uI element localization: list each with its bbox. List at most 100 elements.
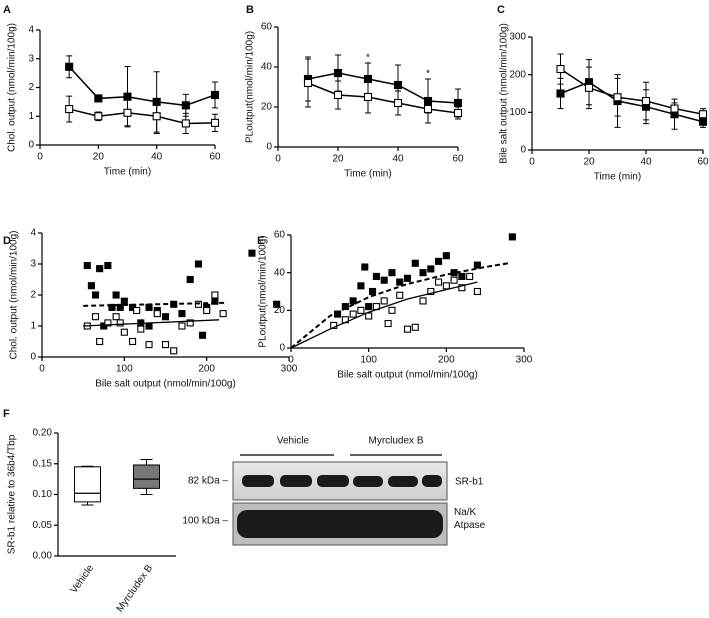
y-tick-label: 0.05: [33, 520, 53, 531]
x-tick-label: 300: [516, 355, 533, 366]
protein-label-box: Na/K Atpase: [454, 507, 485, 531]
x-tick-label: 40: [151, 152, 163, 163]
marker: [96, 337, 104, 346]
x-tick-label: 60: [452, 154, 464, 165]
x-tick-label: 0: [288, 355, 294, 366]
marker-label: 100 kDa –: [182, 516, 228, 527]
bands: [237, 475, 443, 538]
marker: [363, 74, 373, 84]
marker: [419, 297, 427, 305]
marker: [396, 291, 404, 299]
series-line: [560, 68, 704, 115]
marker: [104, 319, 112, 327]
marker: [393, 98, 403, 108]
y-tick-label: 4: [30, 228, 36, 239]
y-tick-label: 0: [30, 352, 36, 363]
annotation: *: [366, 53, 370, 64]
marker: [199, 331, 207, 339]
marker: [453, 108, 463, 118]
marker: [365, 303, 373, 311]
marker: [104, 261, 112, 270]
y-tick-label: 0.10: [33, 489, 53, 500]
marker: [450, 276, 458, 284]
marker: [333, 90, 343, 100]
marker: [330, 321, 338, 329]
band: [237, 510, 443, 538]
y-axis-label: PLoutput(nmol/min/100g): [258, 235, 269, 347]
marker: [210, 90, 220, 100]
marker: [613, 93, 622, 102]
marker: [248, 249, 256, 257]
marker: [137, 325, 145, 333]
marker: [133, 306, 141, 315]
marker: [123, 108, 132, 117]
panel-label: E: [257, 235, 264, 247]
marker: [641, 96, 651, 106]
y-axis-label: SR-b1 relative to 36b4/Tbp: [7, 434, 18, 554]
box: [74, 466, 101, 503]
panel-label: F: [3, 408, 10, 420]
marker: [556, 89, 565, 98]
y-tick-label: 3: [28, 53, 34, 64]
band: [422, 475, 442, 487]
y-tick-label: 0.15: [33, 458, 53, 469]
marker: [152, 112, 161, 121]
marker: [145, 341, 153, 349]
group-label: Vehicle: [277, 436, 310, 447]
marker: [65, 62, 74, 71]
band: [317, 475, 349, 487]
marker: [442, 252, 450, 260]
x-tick-label: 40: [640, 157, 652, 168]
marker: [341, 303, 349, 311]
marker: [393, 80, 403, 90]
marker: [458, 272, 466, 280]
marker: [423, 104, 433, 114]
y-tick-label: 0: [520, 145, 526, 156]
marker: [303, 78, 313, 88]
marker: [435, 257, 443, 265]
marker: [186, 319, 194, 327]
panel-label: B: [246, 4, 254, 16]
marker: [411, 259, 419, 267]
band: [280, 475, 312, 487]
marker: [698, 110, 708, 119]
fit-line: [290, 281, 478, 349]
marker: [112, 313, 120, 321]
y-axis-label: Bile salt output (nmol/min/100g): [499, 23, 510, 164]
marker: [83, 261, 91, 270]
y-tick-label: 60: [261, 22, 273, 33]
marker: [349, 297, 357, 305]
y-tick-label: 200: [509, 69, 526, 80]
marker: [178, 322, 186, 330]
y-axis-label: Chol. output (nmol/min/100g): [7, 23, 18, 152]
x-tick-label: 60: [209, 152, 221, 163]
y-tick-label: 0.00: [33, 551, 53, 562]
x-axis-label: Bile salt output (nmol/min/100g): [95, 379, 236, 390]
marker: [87, 282, 95, 290]
y-tick-label: 40: [261, 62, 273, 73]
marker: [65, 105, 74, 114]
marker: [372, 272, 380, 280]
marker: [181, 101, 190, 110]
y-axis-label: PLoutput(nmol/min/100g): [245, 31, 256, 143]
marker: [368, 287, 377, 296]
x-tick-label: 0: [529, 157, 535, 168]
band: [353, 476, 383, 487]
panel-label: A: [3, 4, 11, 16]
marker: [442, 282, 450, 290]
marker: [473, 261, 481, 269]
marker: [466, 272, 474, 280]
marker: [458, 284, 466, 292]
series-line: [68, 66, 216, 107]
marker: [203, 306, 211, 315]
marker: [473, 287, 481, 296]
marker: [181, 119, 190, 128]
group-label: Myrcludex B: [368, 436, 423, 447]
marker: [427, 287, 435, 296]
marker: [357, 306, 365, 314]
x-axis-label: Bile salt output (nmol/min/100g): [337, 370, 478, 381]
marker: [116, 319, 124, 327]
marker: [508, 233, 516, 241]
y-tick-label: 40: [274, 267, 286, 278]
